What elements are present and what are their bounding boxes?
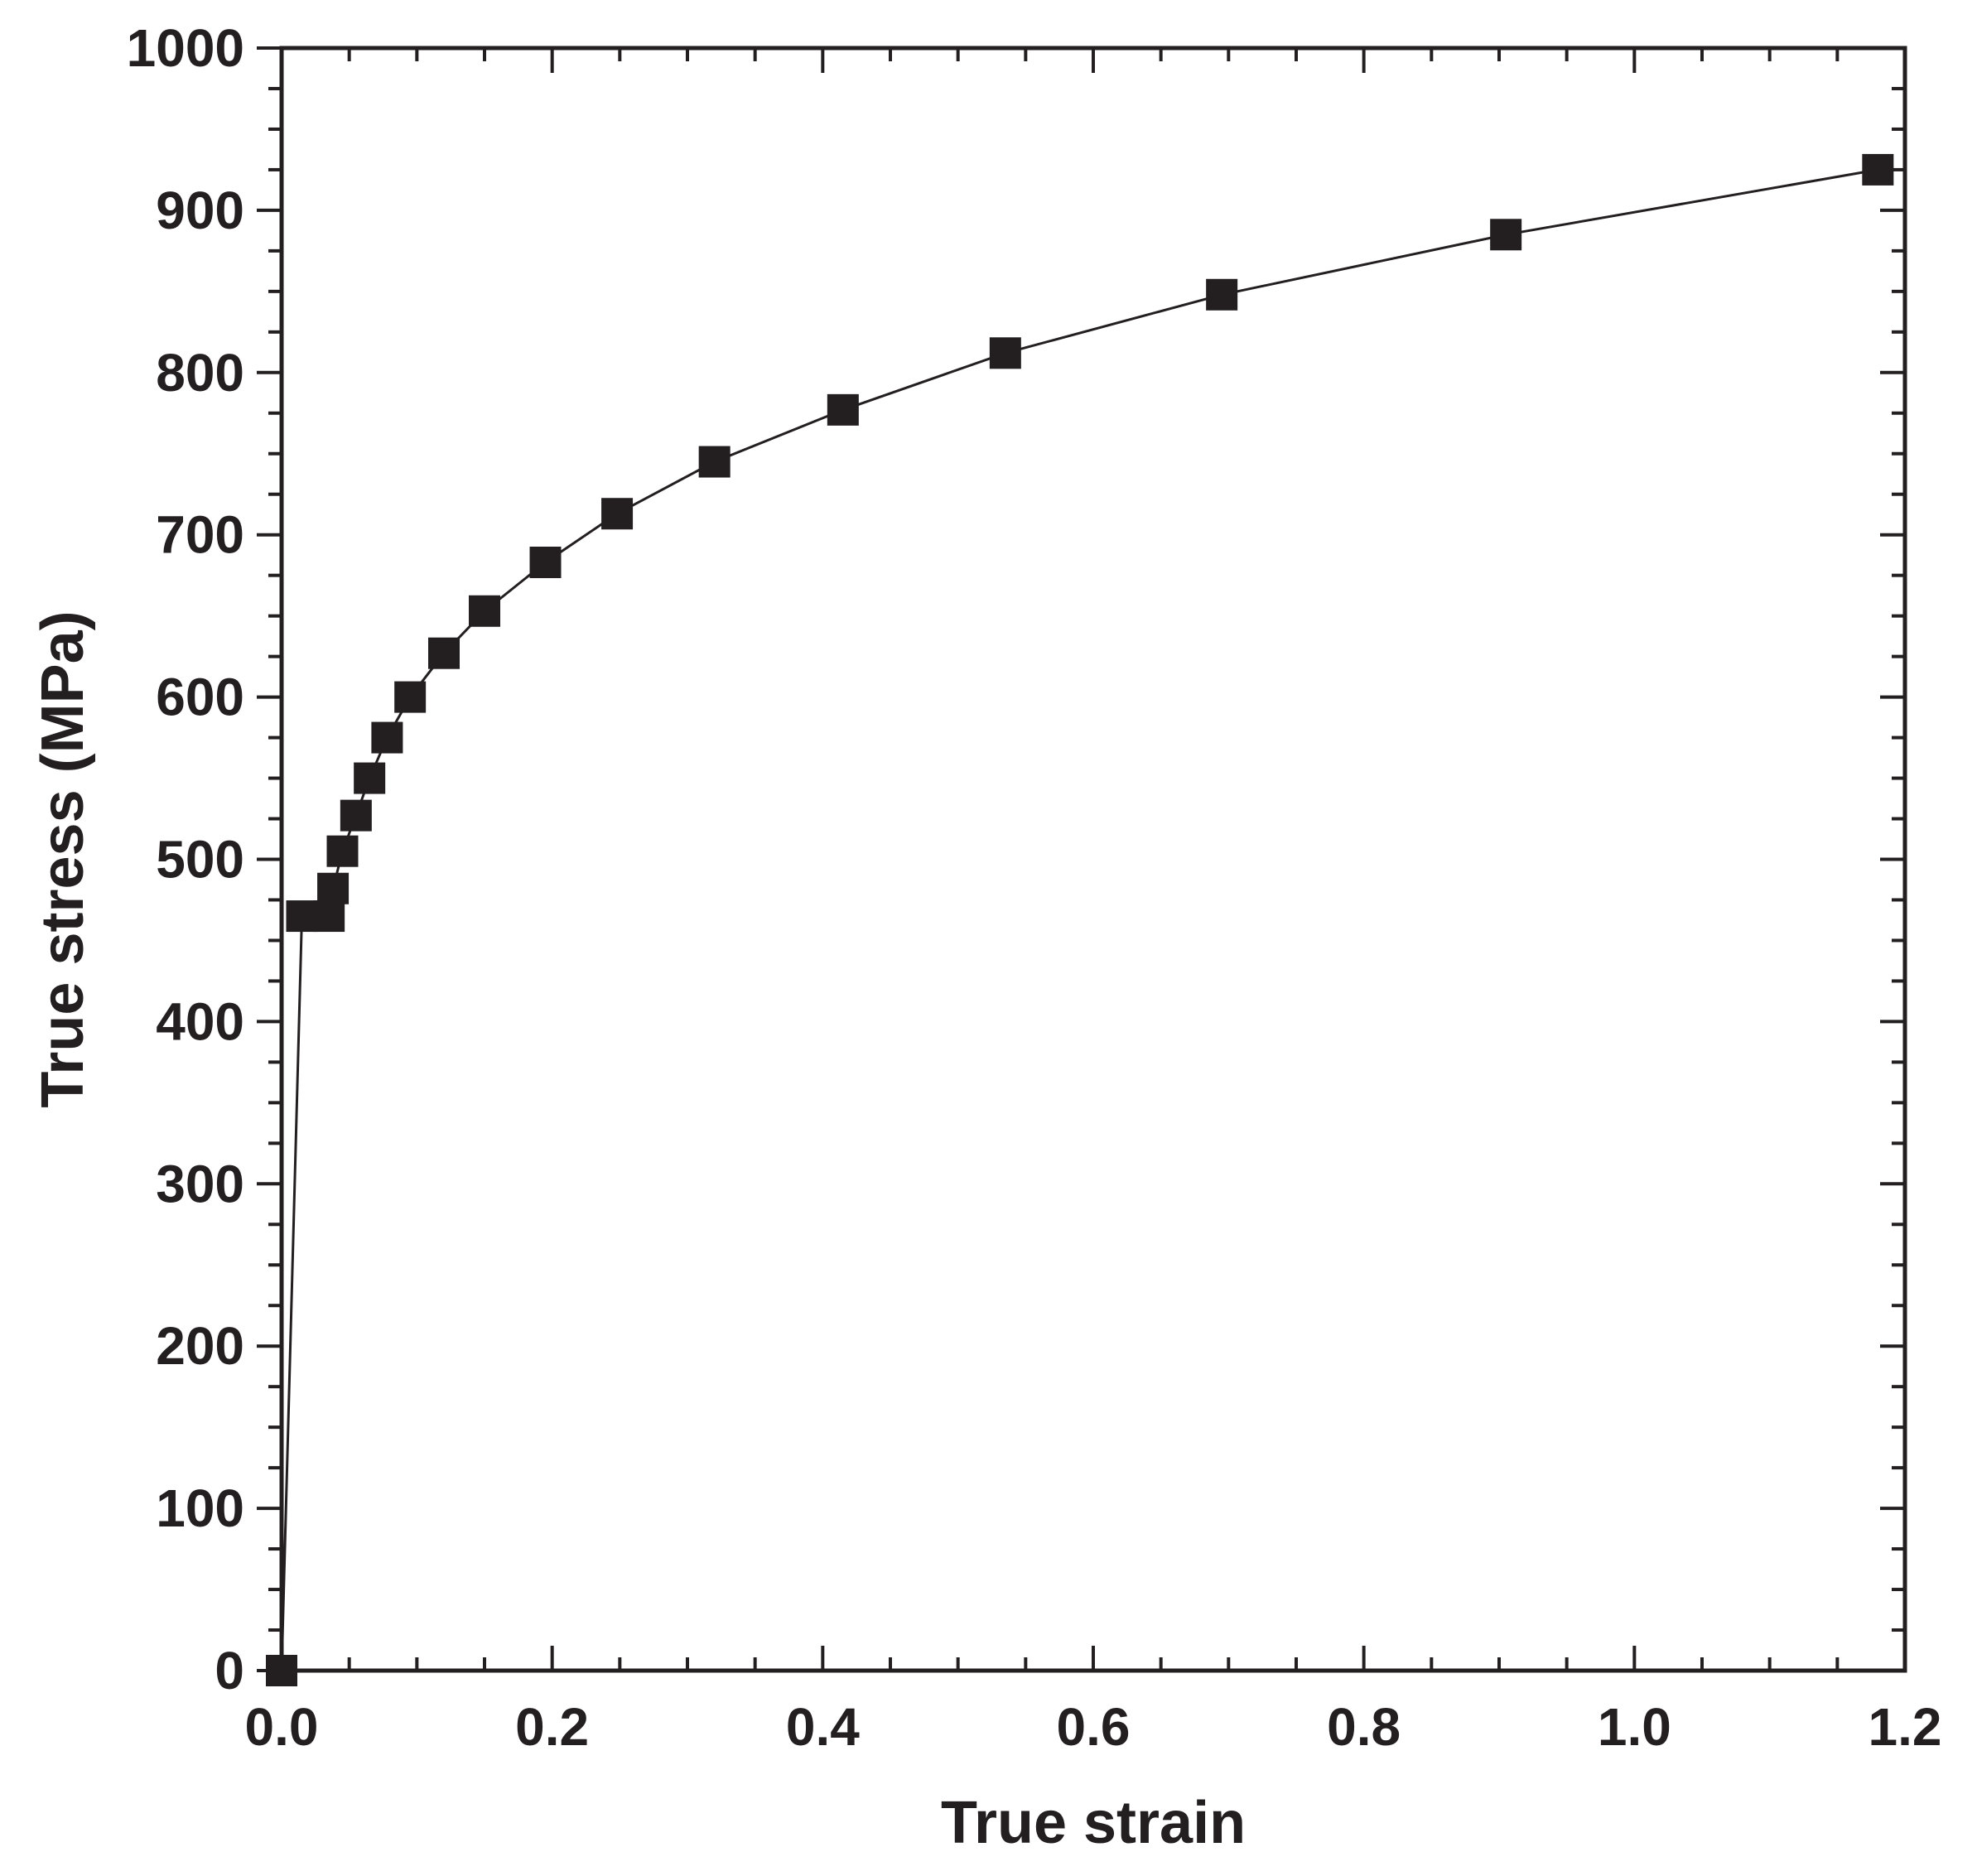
y-tick-label: 300 bbox=[156, 1154, 244, 1213]
y-tick-label: 800 bbox=[156, 343, 244, 403]
y-tick-label: 900 bbox=[156, 181, 244, 240]
x-tick-label: 0.4 bbox=[786, 1697, 860, 1757]
y-axis-title: True stress (MPa) bbox=[30, 610, 96, 1107]
x-tick-labels: 0.0 0.2 0.4 0.6 0.8 1.0 1.2 bbox=[245, 1697, 1942, 1757]
plot-frame bbox=[279, 46, 1907, 1673]
data-point-marker bbox=[698, 446, 731, 478]
x-tick-label: 1.2 bbox=[1869, 1697, 1942, 1757]
x-tick-label: 0.0 bbox=[245, 1697, 319, 1757]
data-point-marker bbox=[1862, 153, 1894, 186]
data-point-marker bbox=[1206, 278, 1238, 311]
data-point-marker bbox=[1490, 219, 1522, 251]
data-point-marker bbox=[326, 835, 359, 867]
x-tick-label: 0.6 bbox=[1057, 1697, 1131, 1757]
data-point-marker bbox=[529, 547, 562, 579]
series-line bbox=[280, 168, 1878, 1671]
y-tick-label: 700 bbox=[156, 505, 244, 565]
data-point-marker bbox=[827, 393, 859, 426]
y-tick-label: 600 bbox=[156, 668, 244, 727]
y-tick-label: 500 bbox=[156, 830, 244, 890]
x-tick-label: 1.0 bbox=[1598, 1697, 1671, 1757]
data-point-marker bbox=[317, 872, 350, 904]
x-axis-title: True strain bbox=[941, 1790, 1246, 1856]
x-tick-label: 0.2 bbox=[515, 1697, 589, 1757]
axis-ticks bbox=[257, 46, 1907, 1672]
y-tick-label: 200 bbox=[156, 1316, 244, 1376]
data-point-marker bbox=[469, 595, 500, 627]
data-point-marker bbox=[371, 721, 403, 754]
data-point-marker bbox=[601, 498, 634, 530]
data-point-marker bbox=[340, 799, 372, 832]
series-polyline bbox=[280, 168, 1878, 1671]
y-tick-label: 1000 bbox=[127, 18, 244, 78]
data-point-marker bbox=[286, 900, 318, 933]
data-point-marker bbox=[989, 337, 1021, 369]
y-tick-label: 400 bbox=[156, 991, 244, 1051]
y-tick-label: 100 bbox=[156, 1478, 244, 1538]
data-point-marker bbox=[394, 681, 427, 713]
data-markers bbox=[266, 153, 1894, 1686]
y-tick-label: 0 bbox=[215, 1641, 244, 1700]
y-tick-labels: 0 100 200 300 400 500 600 700 800 900 1000 bbox=[127, 18, 244, 1700]
data-point-marker bbox=[313, 900, 345, 933]
data-point-marker bbox=[354, 762, 386, 794]
data-point-marker bbox=[428, 637, 460, 669]
x-tick-label: 0.8 bbox=[1327, 1697, 1401, 1757]
